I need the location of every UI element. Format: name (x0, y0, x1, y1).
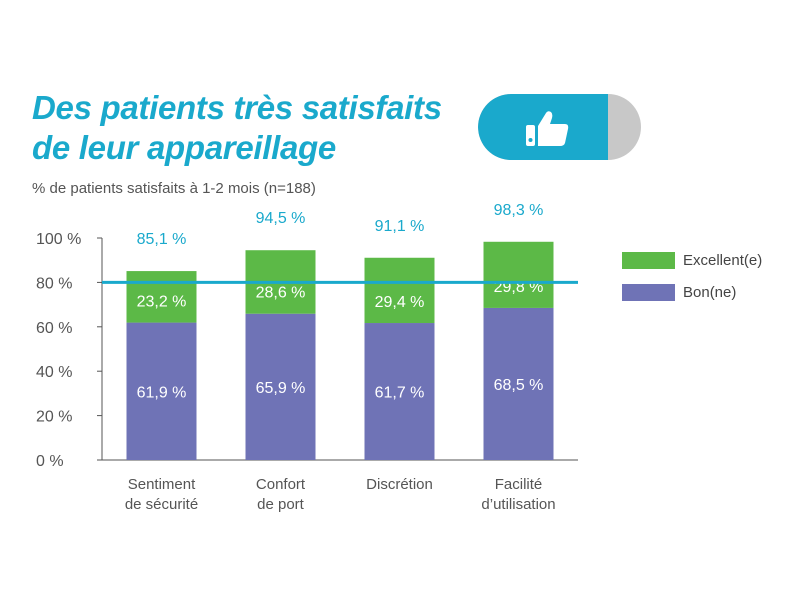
legend-swatch-excellent (622, 251, 675, 269)
legend-item-bon: Bon(ne) (622, 282, 762, 302)
label-bon-0: 61,9 % (137, 384, 187, 401)
bar-excellent-3 (483, 241, 554, 308)
data-labels: 61,9 % 23,2 % 85,1 % 65,9 % 28,6 % 94,5 % 61,7… (137, 202, 544, 402)
label-total-2: 91,1 % (375, 218, 425, 235)
category-label-1: Confort (256, 476, 306, 493)
chart-subtitle: % de patients satisfaits à 1-2 mois (n=1… (32, 180, 316, 197)
y-tick-label: 20 % (36, 409, 72, 426)
label-excellent-2: 29,4 % (375, 294, 425, 311)
bar-bon-0 (126, 322, 197, 460)
label-total-1: 94,5 % (256, 210, 306, 227)
label-excellent-0: 23,2 % (137, 294, 187, 311)
x-axis-categories: Sentiment de sécurité Confort de port Discré… (125, 476, 556, 513)
thumbs-up-icon (526, 111, 569, 146)
y-tick-label: 80 % (36, 275, 72, 292)
label-total-0: 85,1 % (137, 231, 187, 248)
label-bon-1: 65,9 % (256, 380, 306, 397)
label-excellent-1: 28,6 % (256, 285, 306, 302)
bar-excellent-0 (126, 271, 197, 323)
label-total-3: 98,3 % (494, 202, 544, 219)
bar-bon-3 (483, 307, 554, 460)
page-title: Des patients très satisfaits de leur app… (32, 89, 442, 166)
y-axis: 0 % 20 % 40 % 60 % 80 % 100 % (36, 231, 578, 470)
bar-bon-2 (364, 323, 435, 460)
legend-item-excellent: Excellent(e) (622, 250, 762, 270)
y-tick-label: 100 % (36, 231, 81, 248)
category-label-3: Facilité (495, 476, 543, 493)
y-tick-label: 0 % (36, 453, 64, 470)
legend-swatch-bon (622, 283, 675, 301)
legend-label-excellent: Excellent(e) (683, 251, 763, 269)
y-tick-label: 40 % (36, 364, 72, 381)
category-label-3: d’utilisation (481, 496, 555, 513)
category-label-1: de port (257, 496, 305, 513)
bar-excellent-2 (364, 257, 435, 324)
label-bon-2: 61,7 % (375, 385, 425, 402)
bar-bon-1 (245, 313, 316, 460)
category-label-0: Sentiment (128, 476, 196, 493)
legend-label-bon: Bon(ne) (683, 283, 737, 301)
bars (126, 241, 554, 460)
category-label-2: Discrétion (366, 476, 433, 493)
category-label-0: de sécurité (125, 496, 198, 513)
label-bon-3: 68,5 % (494, 377, 544, 394)
y-tick-label: 60 % (36, 320, 72, 337)
legend: Excellent(e) Bon(ne) (622, 250, 762, 314)
